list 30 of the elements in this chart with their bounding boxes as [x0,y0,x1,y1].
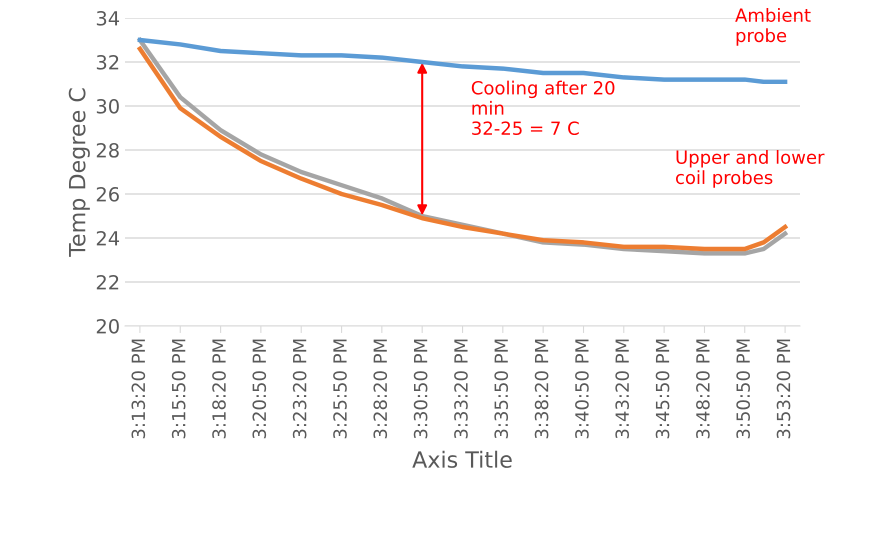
x-tick-label: 3:23:20 PM [292,340,306,438]
y-tick-label: 30 [96,98,119,114]
x-tick-label: 3:40:50 PM [575,340,589,438]
x-tick-label: 3:15:50 PM [172,340,186,438]
x-tick-label: 3:38:20 PM [534,340,548,438]
x-tick-label: 3:48:20 PM [696,340,710,438]
x-tick-label: 3:20:50 PM [252,340,266,438]
x-tick-label: 3:43:20 PM [615,340,630,438]
y-tick-label: 32 [96,54,118,70]
x-tick-label: 3:30:50 PM [414,340,428,438]
y-tick-label: 34 [96,10,120,26]
y-axis-title: Temp Degree C [68,88,90,257]
x-tick-label: 3:50:50 PM [736,340,750,438]
annotation: Ambient probe [735,8,811,46]
y-tick-label: 28 [96,142,119,158]
y-tick-label: 24 [96,230,120,246]
annotation: Upper and lower coil probes [676,150,824,188]
x-tick-label: 3:18:20 PM [212,340,226,438]
x-tick-label: 3:13:20 PM [131,340,146,438]
x-axis-title: Axis Title [412,450,512,468]
x-tick-label: 3:53:20 PM [776,340,790,438]
annotation: Cooling after 20 min 32-25 = 7 C [472,80,614,136]
x-tick-label: 3:35:50 PM [494,340,508,438]
y-tick-label: 22 [96,274,118,290]
x-tick-label: 3:33:20 PM [454,340,468,438]
x-tick-label: 3:45:50 PM [656,340,670,438]
x-tick-label: 3:25:50 PM [333,340,347,438]
y-tick-label: 26 [96,186,119,202]
y-tick-label: 20 [96,318,119,334]
x-tick-label: 3:28:20 PM [373,340,388,438]
